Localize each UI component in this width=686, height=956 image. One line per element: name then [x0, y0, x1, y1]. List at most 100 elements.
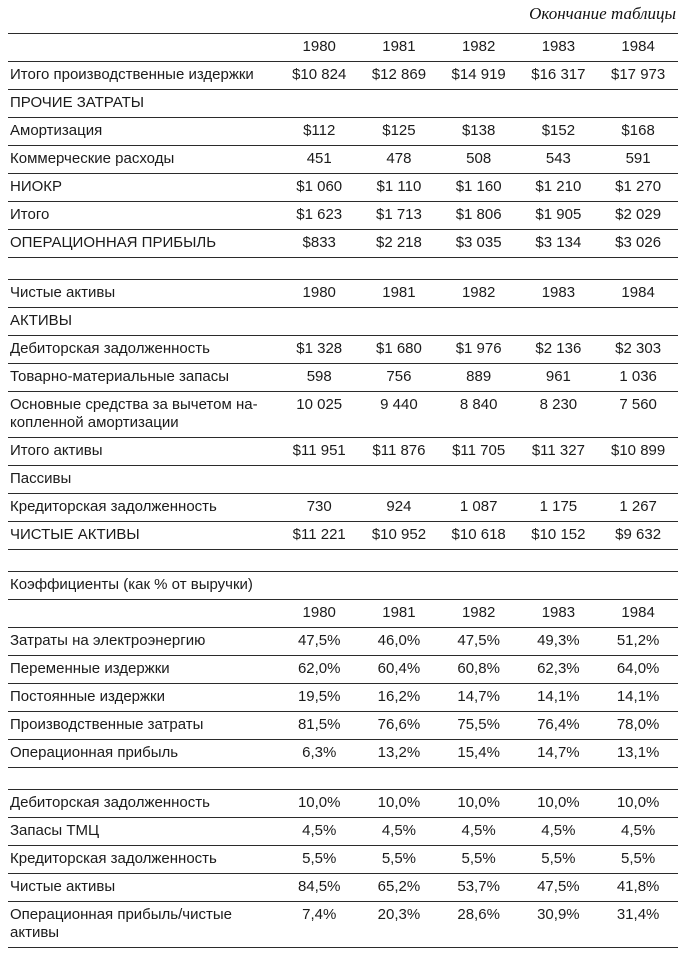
cell-value: $3 026 — [615, 234, 662, 251]
year-header: 1982 — [461, 38, 496, 55]
year-header-row: Чистые активы 1980 1981 1982 1983 1984 — [8, 280, 678, 308]
cell-value: 508 — [466, 150, 492, 167]
cell-value: 76,4% — [537, 716, 580, 733]
cell-value — [598, 308, 678, 336]
table-caption: Коэффициенты (как % от выручки) — [10, 576, 253, 593]
cell-value: $14 919 — [451, 66, 506, 83]
year-header: 1981 — [382, 604, 416, 621]
cell-value: $833 — [302, 234, 336, 251]
row-label: Операционная прибыль — [10, 744, 179, 761]
row-label: Кредиторская задолженность — [10, 850, 217, 867]
table-row: Переменные издержки 62,0% 60,4% 60,8% 62,3% 6… — [8, 656, 678, 684]
cell-value: $1 713 — [375, 206, 422, 223]
cell-value — [279, 466, 359, 494]
row-label: ОПЕРАЦИОННАЯ ПРИБЫЛЬ — [10, 234, 217, 251]
cell-value — [279, 308, 359, 336]
cell-value: $1 328 — [296, 340, 343, 357]
cell-value: 30,9% — [537, 906, 580, 923]
cell-value: $1 623 — [296, 206, 343, 223]
cell-value: 7,4% — [302, 906, 337, 923]
row-label: НИОКР — [10, 178, 63, 195]
cell-value: 5,5% — [541, 850, 576, 867]
cell-value: 8 840 — [459, 396, 498, 413]
header-label: Чистые активы — [10, 284, 116, 301]
year-header: 1983 — [541, 604, 576, 621]
section-heading-row: ПРОЧИЕ ЗАТРАТЫ — [8, 90, 678, 118]
table-row: Кредиторская задолженность 730 924 1 087 1 1… — [8, 494, 678, 522]
row-label: Основные средства за вычетом на- копленн… — [10, 396, 258, 431]
cell-value: 14,7% — [537, 744, 580, 761]
row-label: Пассивы — [10, 470, 72, 487]
table-row: ОПЕРАЦИОННАЯ ПРИБЫЛЬ $833 $2 218 $3 035 $3 1… — [8, 230, 678, 258]
row-label: Товарно-материальные запасы — [10, 368, 229, 385]
year-header: 1980 — [302, 284, 336, 301]
cell-value: 47,5% — [457, 632, 500, 649]
row-label: Итого активы — [10, 442, 103, 459]
cell-value: 889 — [466, 368, 492, 385]
cell-value: 1 036 — [619, 368, 657, 385]
cell-value: 76,6% — [377, 716, 421, 733]
cell-value: 1 087 — [459, 498, 498, 515]
cell-value: 4,5% — [621, 822, 656, 839]
cell-value: 28,6% — [457, 906, 500, 923]
table-row: НИОКР $1 060 $1 110 $1 160 $1 210 $1 270 — [8, 174, 678, 202]
cell-value — [439, 90, 519, 118]
cell-value: $11 221 — [292, 526, 346, 543]
cell-value: 961 — [545, 368, 571, 385]
cell-value: 10,0% — [616, 794, 660, 811]
cell-value — [519, 466, 599, 494]
cell-value: $17 973 — [611, 66, 666, 83]
cell-value: $10 618 — [451, 526, 506, 543]
year-header: 1981 — [382, 284, 416, 301]
row-label: Запасы ТМЦ — [10, 822, 100, 839]
cell-value: 14,1% — [616, 688, 660, 705]
year-header: 1980 — [302, 604, 336, 621]
cell-value: $9 632 — [615, 526, 662, 543]
table-row: Коммерческие расходы 451 478 508 543 591 — [8, 146, 678, 174]
cell-value: 5,5% — [381, 850, 417, 867]
table-row: Итого производственные издержки $10 824 $1… — [8, 62, 678, 90]
row-label: Переменные издержки — [10, 660, 170, 677]
cell-value: 1 175 — [539, 498, 578, 515]
cell-value: 598 — [306, 368, 332, 385]
cell-value: $16 317 — [531, 66, 586, 83]
cell-value: 60,4% — [377, 660, 421, 677]
cell-value: 10,0% — [377, 794, 421, 811]
row-label: Кредиторская задолженность — [10, 498, 217, 515]
year-header: 1984 — [621, 284, 655, 301]
table-row: Дебиторская задолженность 10,0% 10,0% 10,0%… — [8, 790, 678, 818]
cell-value: 14,1% — [537, 688, 580, 705]
cell-value: $3 134 — [535, 234, 582, 251]
year-header: 1982 — [461, 284, 496, 301]
table-row: Итого активы $11 951 $11 876 $11 705 $11 327… — [8, 438, 678, 466]
year-header: 1980 — [302, 38, 336, 55]
row-label: Коммерческие расходы — [10, 150, 175, 167]
cell-value: $1 160 — [455, 178, 502, 195]
table-row: Амортизация $112 $125 $138 $152 $168 — [8, 118, 678, 146]
cell-value: 75,5% — [457, 716, 500, 733]
cell-value: $1 210 — [535, 178, 582, 195]
cell-value: $1 976 — [455, 340, 502, 357]
cell-value: 47,5% — [537, 878, 580, 895]
cell-value: 4,5% — [541, 822, 576, 839]
cell-value: $10 952 — [371, 526, 427, 543]
table-row: Дебиторская задолженность $1 328 $1 680 $1 … — [8, 336, 678, 364]
cell-value — [359, 466, 439, 494]
cell-value: 20,3% — [377, 906, 421, 923]
cell-value: 64,0% — [616, 660, 660, 677]
cell-value: 4,5% — [461, 822, 496, 839]
cell-value: $10 899 — [611, 442, 666, 459]
row-label: Дебиторская задолженность — [10, 794, 210, 811]
cell-value: $11 327 — [531, 442, 585, 459]
cell-value: 49,3% — [537, 632, 580, 649]
cell-value: 10,0% — [457, 794, 500, 811]
cell-value: 78,0% — [616, 716, 660, 733]
cell-value: 62,0% — [297, 660, 341, 677]
cell-value: 81,5% — [297, 716, 341, 733]
year-header: 1981 — [382, 38, 416, 55]
cell-value — [519, 308, 599, 336]
cell-value: 84,5% — [297, 878, 341, 895]
cell-value: 924 — [386, 498, 412, 515]
cell-value: 8 230 — [539, 396, 578, 413]
row-label: ЧИСТЫЕ АКТИВЫ — [10, 526, 140, 543]
